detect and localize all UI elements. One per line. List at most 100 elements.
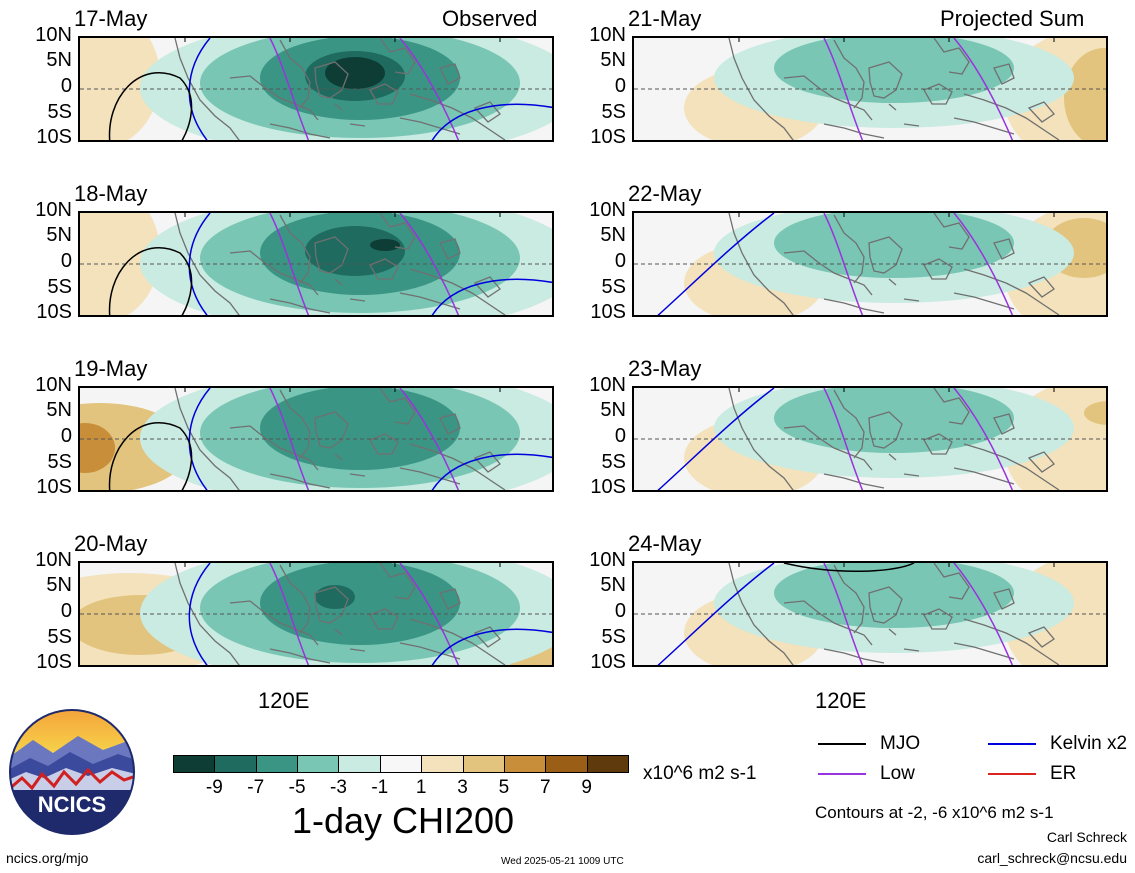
coastline <box>229 75 319 121</box>
lat-label: 0 <box>614 425 626 447</box>
kelvin-contour <box>188 388 211 490</box>
lat-label: 0 <box>614 250 626 272</box>
lat-label: 10N <box>35 549 72 571</box>
coastline <box>923 83 953 105</box>
anomaly-positive <box>80 213 160 315</box>
lat-label: 5N <box>46 224 72 246</box>
coastline <box>963 618 1060 665</box>
colorbar-swatch <box>421 755 464 773</box>
lat-label: 5S <box>47 101 72 123</box>
lat-label: 10S <box>36 651 72 673</box>
coastline <box>369 433 399 455</box>
lat-label: 10N <box>35 24 72 46</box>
coastline <box>833 564 865 634</box>
contours-note: Contours at -2, -6 x10^6 m2 s-1 <box>815 803 1054 822</box>
coastline <box>903 648 920 652</box>
colorbar-swatch <box>586 755 629 773</box>
lat-label: 10S <box>36 126 72 148</box>
low-contour <box>823 213 864 315</box>
coastline <box>279 389 311 459</box>
anomaly-negative <box>305 226 405 276</box>
observed-header: Observed <box>442 6 538 31</box>
coastline <box>269 648 331 664</box>
kelvin-contour <box>431 453 552 490</box>
kelvin-contour <box>431 628 552 665</box>
coastline <box>953 117 1015 135</box>
coastline <box>349 123 366 127</box>
lat-label: 5S <box>47 626 72 648</box>
anomaly-negative <box>325 57 385 89</box>
lat-label: 5S <box>601 451 626 473</box>
mjo-contour <box>783 563 915 572</box>
anomaly-positive <box>1084 401 1106 425</box>
coastline <box>334 453 343 461</box>
colorbar-title: 1-day CHI200 <box>291 800 515 841</box>
kelvin-contour <box>431 278 552 315</box>
colorbar-tick-label: 7 <box>539 777 551 798</box>
colorbar-swatch <box>297 755 340 773</box>
colorbar-tick-label: 9 <box>581 777 592 798</box>
anomaly-positive <box>80 423 115 473</box>
coastline <box>279 564 311 634</box>
coastline <box>993 413 1015 435</box>
legend-label: Low <box>880 763 915 784</box>
coastline <box>473 101 501 123</box>
coastline <box>229 250 319 296</box>
lat-label: 10S <box>590 126 626 148</box>
coastline <box>963 268 1060 315</box>
lat-label: 10N <box>35 374 72 396</box>
coastline <box>379 213 416 250</box>
lat-label: 5N <box>600 399 626 421</box>
kelvin-contour <box>188 563 211 665</box>
coastline <box>833 39 865 109</box>
coastline <box>269 298 331 314</box>
coastline <box>923 608 953 630</box>
coastline <box>334 103 343 111</box>
lat-label: 10S <box>36 301 72 323</box>
low-contour <box>269 38 310 140</box>
lat-label: 5S <box>601 276 626 298</box>
lat-label: 10S <box>36 476 72 498</box>
coastline <box>269 123 331 139</box>
panel-date: 19-May <box>74 356 148 381</box>
email-link[interactable]: carl_schreck@ncsu.edu <box>977 850 1127 866</box>
legend-line <box>988 773 1036 775</box>
anomaly-negative <box>774 38 1014 103</box>
low-contour <box>953 388 1014 490</box>
lat-label: 10S <box>590 301 626 323</box>
colorbar-tick-label: -9 <box>205 777 223 798</box>
anomaly-negative <box>260 563 460 645</box>
coastline <box>379 563 416 600</box>
colorbar-tick-label: -3 <box>330 777 347 798</box>
lat-label: 10S <box>590 476 626 498</box>
coastline <box>409 93 506 140</box>
coastline <box>953 292 1015 310</box>
panel-date: 20-May <box>74 531 148 556</box>
mjo-contour <box>108 247 193 315</box>
coastline <box>473 626 501 648</box>
coastline <box>473 276 501 298</box>
projected-header: Projected Sum <box>940 6 1085 31</box>
lat-label: 0 <box>60 600 72 622</box>
lat-label: 10N <box>589 374 626 396</box>
coastline <box>868 411 903 449</box>
site-link[interactable]: ncics.org/mjo <box>6 850 89 866</box>
coastline <box>314 61 349 99</box>
coastline <box>1027 451 1055 473</box>
coastline <box>314 586 349 624</box>
low-contour <box>269 388 310 490</box>
kelvin-contour <box>431 103 552 140</box>
coastline <box>229 425 319 471</box>
lat-label: 10N <box>589 24 626 46</box>
lat-label: 5N <box>600 574 626 596</box>
lat-label: 0 <box>60 425 72 447</box>
legend-line <box>988 743 1036 745</box>
mjo-contour <box>108 72 193 140</box>
panel-date: 24-May <box>628 531 702 556</box>
anomaly-negative <box>774 563 1014 628</box>
lat-label: 5N <box>46 49 72 71</box>
anomaly-negative <box>260 388 460 470</box>
map-panel <box>78 386 554 492</box>
lon-label-left: 120E <box>258 688 310 713</box>
low-contour <box>953 563 1014 665</box>
